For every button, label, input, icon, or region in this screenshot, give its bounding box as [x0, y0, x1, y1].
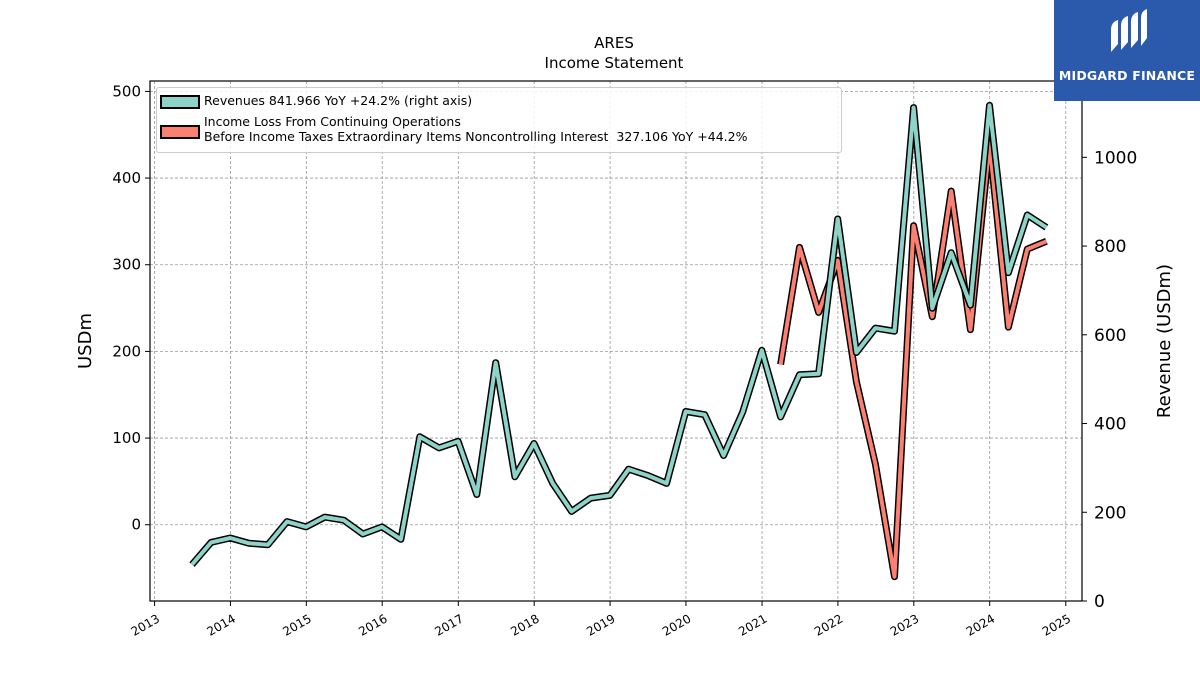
- logo-mark-icon: [1111, 9, 1147, 52]
- logo-text: MIDGARD FINANCE: [1058, 68, 1196, 83]
- x-tick-label: 2023: [888, 611, 921, 638]
- x-tick-label: 2016: [356, 611, 389, 638]
- x-tick-label: 2019: [584, 611, 617, 638]
- x-tick-label: 2024: [964, 611, 997, 638]
- y-tick-label-right: 800: [1094, 237, 1126, 257]
- legend-label-income: Income Loss From Continuing Operations B…: [204, 114, 748, 144]
- y-axis-label: USDm: [75, 313, 96, 369]
- x-tick-label: 2014: [205, 611, 238, 638]
- x-tick-label: 2015: [280, 611, 313, 638]
- x-tick-label: 2013: [129, 611, 162, 638]
- y-tick-label-right: 200: [1094, 503, 1126, 523]
- plot-frame: [149, 80, 1083, 602]
- y-tick-label-left: 100: [112, 429, 141, 447]
- y-tick-label-left: 200: [112, 342, 141, 360]
- x-tick-label: 2018: [508, 611, 541, 638]
- y-tick-label-left: 500: [112, 82, 141, 100]
- y-tick-label-left: 300: [112, 256, 141, 274]
- series-line-revenues: [190, 103, 1048, 566]
- brand-logo: MIDGARD FINANCE: [1054, 0, 1200, 101]
- legend-label-revenues: Revenues 841.966 YoY +24.2% (right axis): [204, 93, 473, 108]
- series-lines: [189, 101, 1049, 581]
- y-tick-label-right: 400: [1094, 415, 1126, 435]
- y-tick-label-left: 400: [112, 169, 141, 187]
- y-tick-label-right: 1000: [1094, 148, 1137, 168]
- legend-swatch-revenues: [160, 95, 200, 109]
- x-tick-label: 2021: [736, 611, 769, 638]
- y-tick-label-right: 0: [1094, 592, 1105, 612]
- y-tick-label-left: 0: [131, 516, 141, 534]
- legend-swatch-income: [160, 125, 200, 139]
- x-tick-label: 2017: [432, 611, 465, 638]
- x-tick-label: 2022: [812, 611, 845, 638]
- x-tick-label: 2020: [660, 611, 693, 638]
- y-axis-label-right: Revenue (USDm): [1154, 264, 1175, 418]
- chart-subtitle: Income Statement: [545, 54, 684, 72]
- y-tick-label-right: 600: [1094, 326, 1126, 346]
- chart-legend: Revenues 841.966 YoY +24.2% (right axis)…: [156, 87, 842, 153]
- x-tick-label: 2025: [1040, 611, 1073, 638]
- chart-title: ARES: [594, 34, 634, 52]
